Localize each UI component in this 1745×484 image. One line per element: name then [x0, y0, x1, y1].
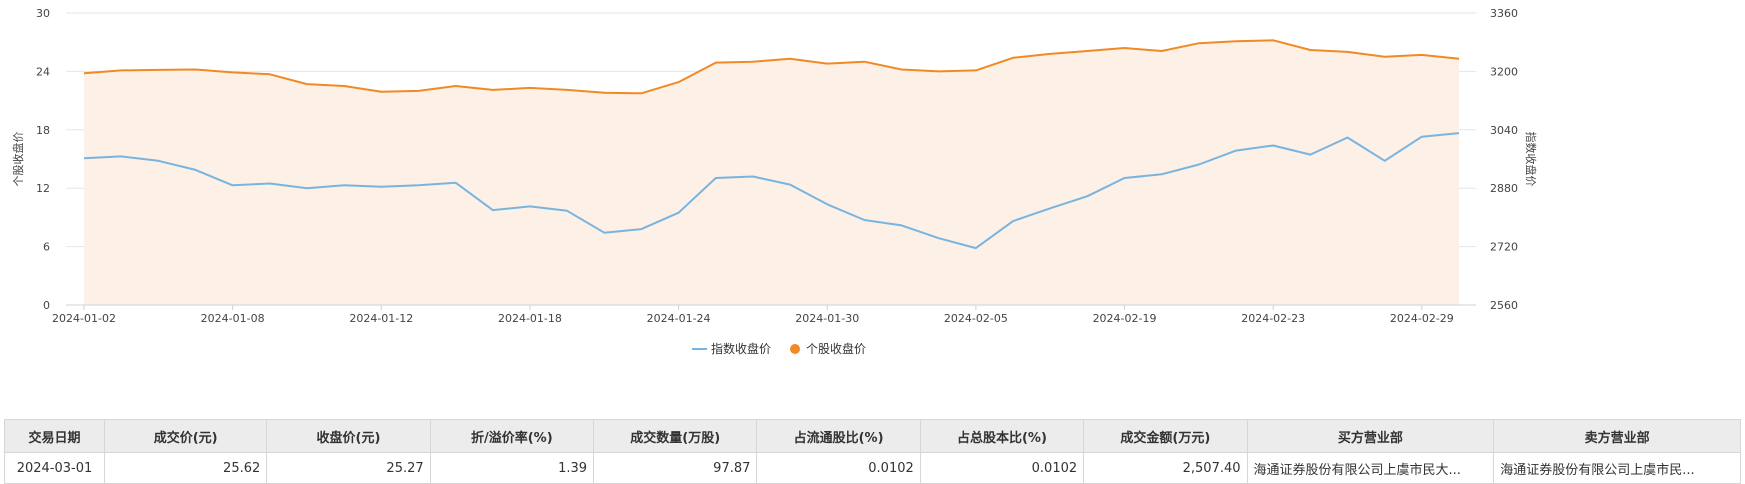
index-close-line	[83, 132, 1460, 250]
cell-trade-price: 25.62	[104, 452, 268, 484]
y-left-tick-label: 18	[36, 124, 50, 137]
header-trade-price: 成交价(元)	[104, 419, 268, 453]
tick-labels: 0 2560 6 2720 12 2880 18 3040 24 3200 30 3360 2024-0…	[36, 7, 1518, 325]
header-buyer: 买方营业部	[1246, 419, 1495, 453]
header-float-ratio: 占流通股比(%)	[756, 419, 921, 453]
header-trade-date: 交易日期	[3, 419, 106, 453]
cell-premium-rate: 1.39	[429, 452, 595, 484]
x-tick-label: 2024-01-18	[498, 312, 562, 325]
cell-close-price: 25.27	[266, 452, 431, 484]
x-tick-label: 2024-02-05	[944, 312, 1008, 325]
x-tick-label: 2024-01-08	[201, 312, 265, 325]
trade-table: 交易日期 成交价(元) 收盘价(元) 折/溢价率(%) 成交数量(万股) 占流通…	[3, 419, 1741, 484]
cell-total-ratio: 0.0102	[919, 452, 1085, 484]
y-right-tick-label: 3360	[1490, 7, 1518, 20]
header-volume: 成交数量(万股)	[593, 419, 758, 453]
legend: 指数收盘价 个股收盘价	[692, 341, 866, 356]
x-tick-label: 2024-01-02	[52, 312, 116, 325]
legend-stock-swatch	[790, 344, 800, 354]
y-right-tick-label: 3040	[1490, 124, 1518, 137]
y-right-tick-label: 3200	[1490, 65, 1518, 78]
y-left-tick-label: 6	[43, 241, 50, 254]
y-right-tick-label: 2560	[1490, 299, 1518, 312]
cell-volume: 97.87	[593, 452, 758, 484]
header-premium-rate: 折/溢价率(%)	[429, 419, 595, 453]
left-axis-title: 个股收盘价	[11, 132, 25, 187]
legend-stock-label[interactable]: 个股收盘价	[806, 341, 866, 356]
axes	[66, 304, 1476, 310]
x-tick-label: 2024-02-23	[1241, 312, 1305, 325]
x-tick-label: 2024-01-12	[349, 312, 413, 325]
x-tick-label: 2024-01-30	[795, 312, 859, 325]
y-left-tick-label: 30	[36, 7, 50, 20]
cell-amount: 2,507.40	[1083, 452, 1248, 484]
series-lines	[83, 39, 1460, 250]
right-axis-title: 指数收盘价	[1524, 132, 1538, 187]
x-tick-label: 2024-02-29	[1390, 312, 1454, 325]
table-row: 2024-03-01 25.62 25.27 1.39 97.87 0.0102…	[3, 452, 1741, 484]
price-chart: 0 2560 6 2720 12 2880 18 3040 24 3200 30 3360 2024-0…	[11, 7, 1538, 356]
y-left-tick-label: 0	[43, 299, 50, 312]
y-left-tick-label: 24	[36, 65, 50, 78]
stock-area-layer	[84, 40, 1459, 306]
x-tick-label: 2024-01-24	[647, 312, 711, 325]
y-right-tick-label: 2720	[1490, 241, 1518, 254]
cell-float-ratio: 0.0102	[756, 452, 921, 484]
cell-buyer[interactable]: 海通证券股份有限公司上虞市民大...	[1246, 452, 1495, 484]
cell-trade-date: 2024-03-01	[3, 452, 106, 484]
legend-index-label[interactable]: 指数收盘价	[711, 341, 771, 356]
header-total-ratio: 占总股本比(%)	[919, 419, 1085, 453]
cell-seller[interactable]: 海通证券股份有限公司上虞市民...	[1493, 452, 1741, 484]
table-header-row: 交易日期 成交价(元) 收盘价(元) 折/溢价率(%) 成交数量(万股) 占流通…	[3, 419, 1741, 453]
y-left-tick-label: 12	[36, 182, 50, 195]
y-right-tick-label: 2880	[1490, 182, 1518, 195]
header-seller: 卖方营业部	[1493, 419, 1741, 453]
header-close-price: 收盘价(元)	[266, 419, 431, 453]
x-tick-label: 2024-02-19	[1093, 312, 1157, 325]
header-amount: 成交金额(万元)	[1083, 419, 1248, 453]
stock-area	[84, 40, 1459, 306]
stock-close-line	[83, 39, 1460, 95]
